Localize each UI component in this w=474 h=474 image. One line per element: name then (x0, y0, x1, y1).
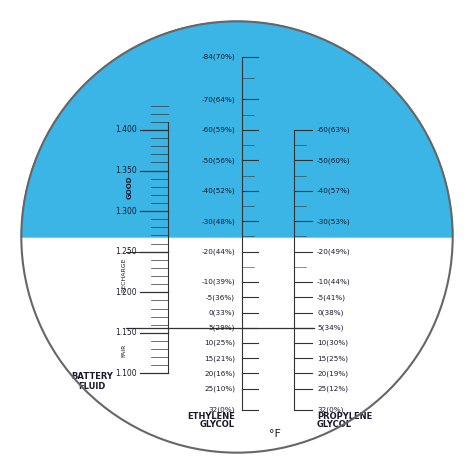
Text: 1.100: 1.100 (115, 369, 137, 378)
Text: 20(16%): 20(16%) (204, 370, 235, 377)
Text: -20(44%): -20(44%) (201, 248, 235, 255)
Text: -40(57%): -40(57%) (317, 188, 351, 194)
Text: 10(30%): 10(30%) (317, 340, 348, 346)
Text: 32(0%): 32(0%) (317, 407, 344, 413)
Text: 0(38%): 0(38%) (317, 310, 344, 316)
Text: RECHARGE: RECHARGE (121, 258, 126, 292)
Text: GLYCOL: GLYCOL (200, 420, 235, 428)
Text: ETHYLENE: ETHYLENE (187, 412, 235, 420)
Text: -50(56%): -50(56%) (201, 157, 235, 164)
Text: 1.150: 1.150 (115, 328, 137, 337)
Text: PROPYLENE: PROPYLENE (317, 412, 373, 420)
Text: 0(33%): 0(33%) (209, 310, 235, 316)
Text: 1.250: 1.250 (115, 247, 137, 256)
Text: -5(41%): -5(41%) (317, 294, 346, 301)
Text: 1.300: 1.300 (115, 207, 137, 216)
Text: -60(59%): -60(59%) (201, 127, 235, 133)
Text: 25(12%): 25(12%) (317, 385, 348, 392)
Text: 1.200: 1.200 (115, 288, 137, 297)
Text: -60(63%): -60(63%) (317, 127, 351, 133)
Text: -30(53%): -30(53%) (317, 218, 351, 225)
Text: 10(25%): 10(25%) (204, 340, 235, 346)
Text: 20(19%): 20(19%) (317, 370, 348, 377)
Text: 1.400: 1.400 (115, 126, 137, 135)
Circle shape (21, 21, 453, 453)
Text: -5(36%): -5(36%) (206, 294, 235, 301)
Text: 15(25%): 15(25%) (317, 355, 348, 362)
Text: -20(49%): -20(49%) (317, 248, 351, 255)
Text: -70(64%): -70(64%) (201, 96, 235, 103)
Text: 1.350: 1.350 (115, 166, 137, 175)
Text: 15(21%): 15(21%) (204, 355, 235, 362)
Text: -40(52%): -40(52%) (201, 188, 235, 194)
Polygon shape (21, 21, 453, 237)
Text: -84(70%): -84(70%) (201, 54, 235, 60)
Text: -50(60%): -50(60%) (317, 157, 351, 164)
Text: °F: °F (269, 428, 281, 439)
Text: 32(0%): 32(0%) (209, 407, 235, 413)
Text: FAIR: FAIR (121, 344, 126, 357)
Text: GOOD: GOOD (127, 175, 132, 199)
Text: FLUID: FLUID (79, 382, 106, 391)
Text: -10(44%): -10(44%) (317, 279, 351, 285)
Text: -10(39%): -10(39%) (201, 279, 235, 285)
Text: 5(29%): 5(29%) (209, 325, 235, 331)
Text: 25(10%): 25(10%) (204, 385, 235, 392)
Text: BATTERY: BATTERY (72, 373, 113, 381)
Text: -30(48%): -30(48%) (201, 218, 235, 225)
Text: 5(34%): 5(34%) (317, 325, 344, 331)
Text: GLYCOL: GLYCOL (317, 420, 352, 428)
